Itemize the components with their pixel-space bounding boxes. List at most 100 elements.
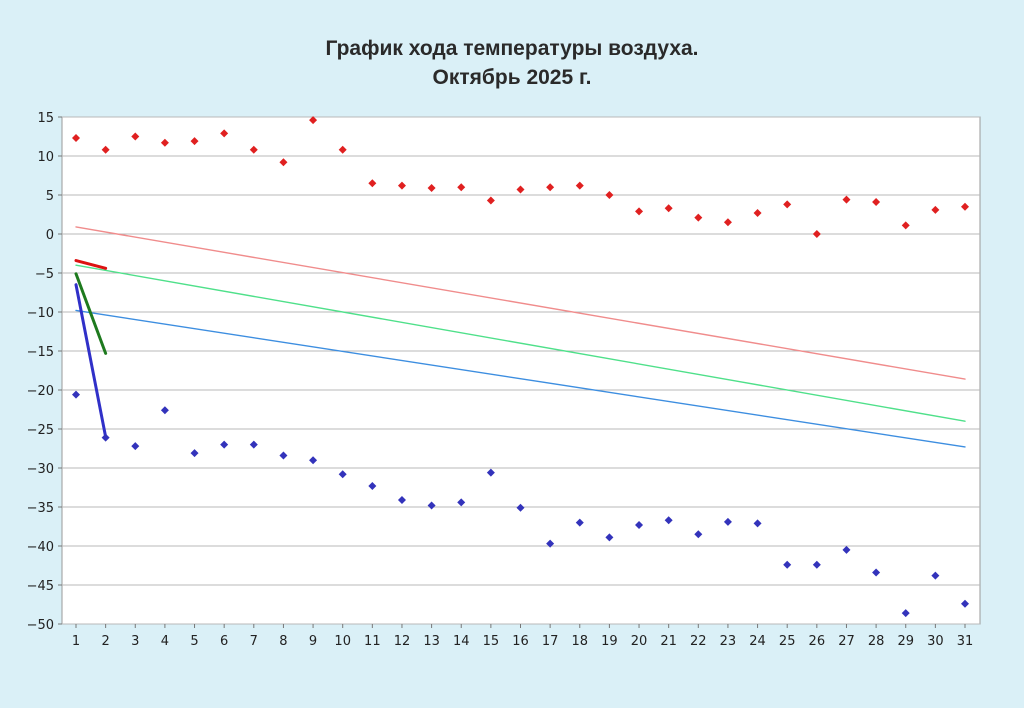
- min-temp-point: [249, 440, 258, 449]
- x-tick-label: 3: [131, 634, 139, 649]
- x-tick-label: 23: [720, 634, 737, 649]
- max-temp-point: [427, 183, 436, 192]
- max-temp-point: [872, 198, 881, 207]
- max-temp-point: [723, 218, 732, 227]
- min-temp-point: [338, 470, 347, 479]
- max-temp-point: [753, 208, 762, 217]
- min-temp-point: [427, 501, 436, 510]
- x-tick-label: 19: [601, 634, 618, 649]
- min-temp-point: [931, 571, 940, 580]
- max-temp-point: [101, 145, 110, 154]
- min-temp-point: [457, 498, 466, 507]
- x-tick-label: 1: [72, 634, 80, 649]
- max-temp-point: [249, 145, 258, 154]
- plot-area: [61, 116, 981, 625]
- x-tick-label: 8: [279, 634, 287, 649]
- max-temp-point: [931, 205, 940, 214]
- min-temp-point: [131, 442, 140, 451]
- max-temp-point: [279, 158, 288, 167]
- x-tick-label: 14: [453, 634, 470, 649]
- max-temp-point: [309, 116, 318, 125]
- max-temp-point: [842, 195, 851, 204]
- x-tick-label: 24: [749, 634, 766, 649]
- max-temp-point: [457, 183, 466, 192]
- max-temp-point: [190, 137, 199, 146]
- min-temp-point: [961, 599, 969, 608]
- trend-line-2: [75, 264, 966, 422]
- x-tick-label: 6: [220, 634, 228, 649]
- y-tick-label: 10: [37, 150, 54, 165]
- chart-title: График хода температуры воздуха. Октябрь…: [0, 34, 1024, 92]
- min-temp-point: [516, 503, 525, 512]
- max-temp-point: [131, 132, 140, 141]
- x-tick-label: 11: [364, 634, 381, 649]
- min-temp-point: [664, 516, 673, 525]
- max-temp-point: [516, 185, 525, 194]
- x-tick-label: 2: [101, 634, 109, 649]
- x-tick-label: 28: [868, 634, 885, 649]
- max-temp-point: [397, 181, 406, 190]
- max-temp-point: [901, 221, 910, 230]
- max-temp-point: [694, 213, 703, 222]
- max-temp-point: [160, 138, 169, 147]
- x-tick-label: 4: [161, 634, 169, 649]
- max-temp-point: [72, 134, 80, 143]
- min-temp-point: [901, 609, 910, 618]
- max-temp-point: [368, 179, 377, 188]
- y-tick-label: −40: [27, 540, 54, 555]
- y-tick-label: −15: [27, 345, 54, 360]
- min-temp-point: [635, 520, 644, 529]
- x-tick-label: 22: [690, 634, 707, 649]
- max-temp-point: [635, 207, 644, 216]
- x-tick-label: 5: [190, 634, 198, 649]
- max-temp-point: [220, 129, 229, 138]
- x-tick-label: 21: [660, 634, 677, 649]
- x-tick-label: 26: [809, 634, 826, 649]
- y-tick-label: −10: [27, 306, 54, 321]
- y-tick-label: −45: [27, 579, 54, 594]
- x-tick-label: 31: [957, 634, 974, 649]
- y-tick-label: −25: [27, 423, 54, 438]
- min-temp-point: [694, 530, 703, 539]
- x-tick-label: 17: [542, 634, 559, 649]
- trend-line-5: [74, 272, 108, 355]
- y-tick-label: 5: [46, 189, 54, 204]
- x-tick-label: 27: [838, 634, 855, 649]
- min-temp-point: [605, 533, 614, 542]
- trend-line-4: [74, 259, 108, 270]
- x-tick-label: 18: [571, 634, 588, 649]
- max-temp-point: [961, 202, 969, 211]
- y-tick-label: 0: [46, 228, 54, 243]
- x-tick-label: 10: [334, 634, 351, 649]
- min-temp-point: [220, 440, 229, 449]
- min-temp-point: [190, 449, 199, 458]
- max-temp-point: [486, 196, 495, 205]
- y-tick-label: −20: [27, 384, 54, 399]
- trend-line-1: [75, 226, 966, 380]
- y-tick-label: −5: [35, 267, 54, 282]
- max-temp-point: [575, 181, 584, 190]
- x-tick-label: 15: [483, 634, 500, 649]
- trend-line-3: [75, 309, 966, 448]
- x-tick-label: 25: [779, 634, 796, 649]
- max-temp-point: [812, 230, 821, 238]
- x-tick-label: 9: [309, 634, 317, 649]
- x-tick-label: 16: [512, 634, 529, 649]
- x-tick-label: 12: [394, 634, 411, 649]
- chart-title-line1: График хода температуры воздуха.: [325, 37, 699, 60]
- x-tick-label: 13: [423, 634, 440, 649]
- y-tick-label: 15: [37, 111, 54, 126]
- y-tick-label: −30: [27, 462, 54, 477]
- min-temp-point: [279, 451, 288, 460]
- y-tick-label: −35: [27, 501, 54, 516]
- min-temp-point: [368, 481, 377, 490]
- min-temp-point: [783, 560, 792, 569]
- min-temp-point: [101, 433, 110, 442]
- trend-line-6: [74, 283, 108, 439]
- min-temp-point: [575, 518, 584, 527]
- min-temp-point: [723, 517, 732, 526]
- min-temp-point: [72, 390, 80, 399]
- x-tick-label: 30: [927, 634, 944, 649]
- x-tick-label: 29: [897, 634, 914, 649]
- min-temp-point: [872, 568, 881, 577]
